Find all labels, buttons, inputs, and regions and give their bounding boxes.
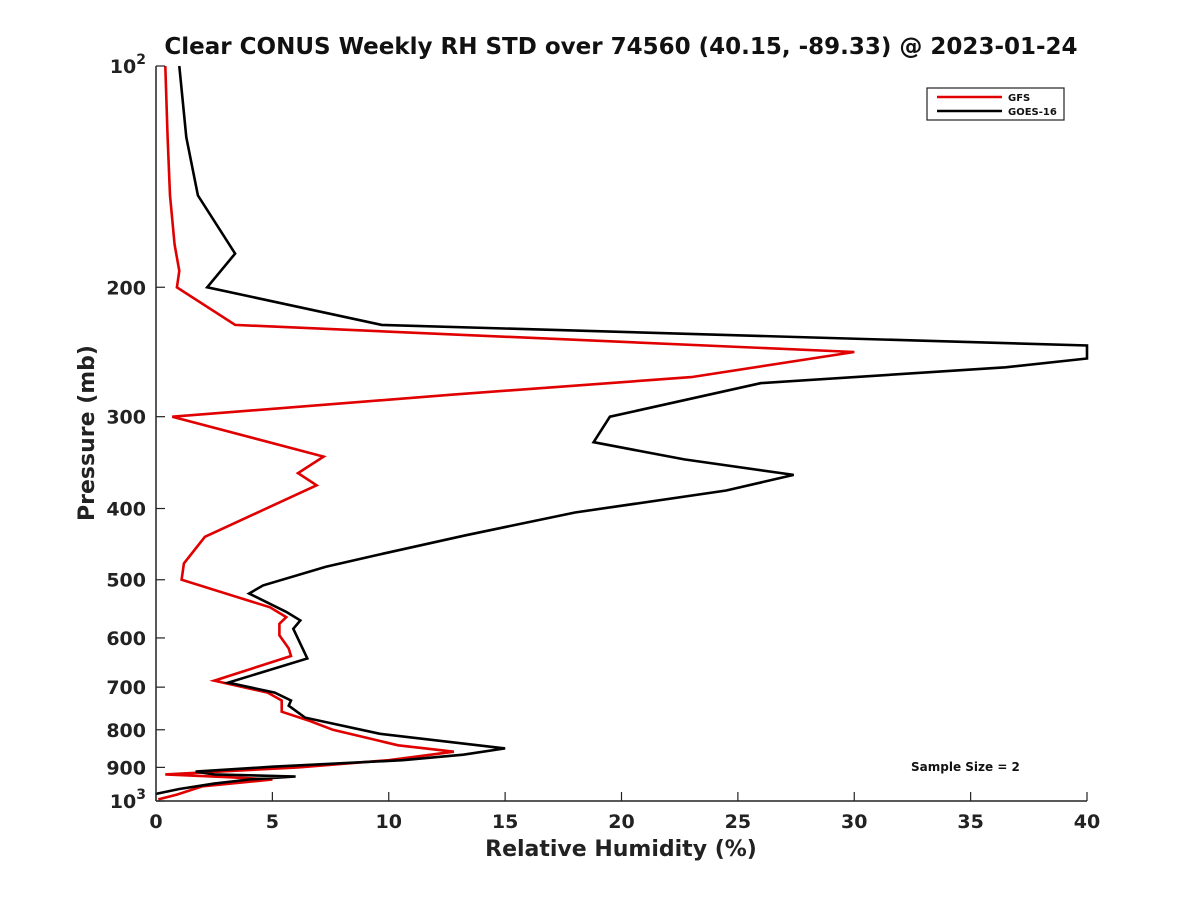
x-tick-label: 5: [266, 811, 279, 833]
y-tick-label: 800: [106, 720, 146, 742]
x-tick-label: 25: [725, 811, 751, 833]
y-tick-label: 700: [106, 677, 146, 699]
x-axis-label: Relative Humidity (%): [485, 837, 757, 862]
y-axis-label: Pressure (mb): [75, 345, 100, 521]
y-tick-label: 500: [106, 570, 146, 592]
x-tick-label: 20: [608, 811, 634, 833]
series-line-goes16: [155, 65, 1089, 796]
chart-title: Clear CONUS Weekly RH STD over 74560 (40…: [164, 34, 1077, 60]
y-tick-label: 103: [110, 787, 146, 813]
x-tick-label: 10: [376, 811, 402, 833]
x-tick-label: 30: [841, 811, 867, 833]
x-tick-label: 15: [492, 811, 518, 833]
series-layer: [155, 65, 1089, 801]
legend-box: [926, 87, 1065, 121]
x-tick-label: 35: [957, 811, 983, 833]
legend: GFS GOES-16: [926, 87, 1065, 121]
y-ticks: 102 200 300 400 500 600 700 800 900 103: [106, 52, 165, 813]
y-tick-label: 102: [110, 52, 146, 78]
y-tick-label: 600: [106, 628, 146, 650]
x-ticks: 0 5 10 15 20 25 30 35 40: [149, 792, 1100, 833]
x-tick-label: 40: [1074, 811, 1100, 833]
y-tick-label: 900: [106, 757, 146, 779]
x-tick-label: 0: [149, 811, 162, 833]
legend-label-goes16: GOES-16: [1008, 107, 1057, 118]
sample-size-annotation: Sample Size = 2: [911, 760, 1020, 774]
y-tick-label: 300: [106, 407, 146, 429]
y-tick-label: 400: [106, 499, 146, 521]
y-tick-label: 200: [106, 277, 146, 299]
legend-label-gfs: GFS: [1008, 93, 1030, 104]
